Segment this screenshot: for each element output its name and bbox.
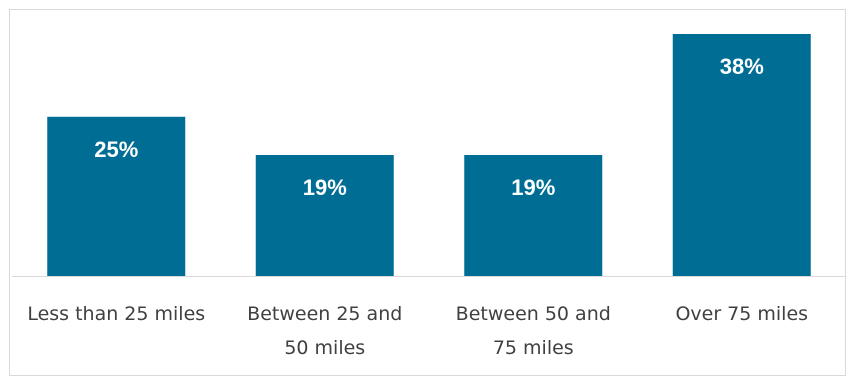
category-label-line: Between 25 and bbox=[247, 303, 402, 325]
data-label-4: 38% bbox=[720, 54, 764, 79]
category-label-2: Between 25 and 50 miles bbox=[247, 303, 402, 359]
category-label-line: 50 miles bbox=[284, 337, 365, 359]
category-label-1: Less than 25 miles bbox=[27, 303, 205, 325]
data-label-1: 25% bbox=[94, 137, 138, 162]
bar-2 bbox=[255, 155, 394, 276]
bar-4 bbox=[672, 34, 811, 276]
bars-group: 25% 19% 19% 38% bbox=[47, 34, 811, 276]
bar-1 bbox=[47, 116, 186, 276]
bar-3 bbox=[464, 155, 603, 276]
category-label-line: Less than 25 miles bbox=[27, 303, 205, 325]
category-label-line: 75 miles bbox=[493, 337, 574, 359]
data-label-3: 19% bbox=[511, 175, 555, 200]
category-label-3: Between 50 and 75 miles bbox=[456, 303, 611, 359]
data-label-2: 19% bbox=[303, 175, 347, 200]
category-labels-group: Less than 25 miles Between 25 and 50 miles… bbox=[27, 303, 808, 359]
category-label-line: Over 75 miles bbox=[675, 303, 808, 325]
category-label-4: Over 75 miles bbox=[675, 303, 808, 325]
category-label-line: Between 50 and bbox=[456, 303, 611, 325]
